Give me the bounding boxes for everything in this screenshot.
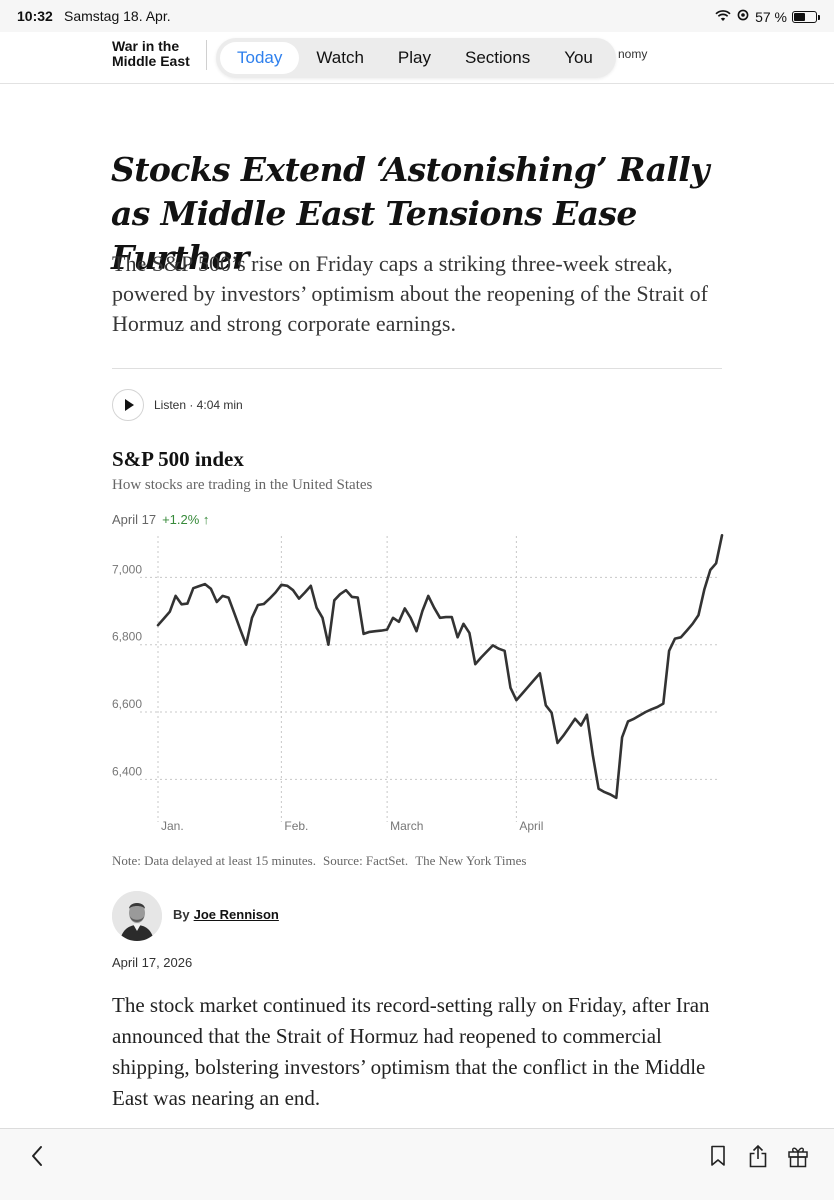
section-label[interactable]: War in the Middle East — [112, 38, 190, 69]
status-bar: 10:32 Samstag 18. Apr. 57 % — [0, 0, 834, 32]
chart-title: S&P 500 index — [112, 447, 244, 471]
article-body-paragraph: The stock market continued its record-se… — [112, 993, 710, 1110]
gift-icon[interactable] — [786, 1143, 810, 1169]
top-navigation: War in the Middle East Today Watch Play … — [0, 32, 834, 84]
article-summary: The S&P 500’s rise on Friday caps a stri… — [112, 251, 708, 336]
tab-sections[interactable]: Sections — [465, 48, 531, 67]
publication-date: April 17, 2026 — [112, 955, 193, 970]
chart-subtitle: How stocks are trading in the United Sta… — [112, 477, 373, 493]
chart-note: Note: Data delayed at least 15 minutes. S… — [112, 853, 533, 869]
status-time: 10:32 — [17, 8, 53, 24]
y-tick-label: 6,400 — [112, 764, 142, 778]
status-date: Samstag 18. Apr. — [64, 8, 171, 24]
bottom-toolbar — [0, 1128, 834, 1200]
share-icon[interactable] — [746, 1143, 770, 1169]
tab-play[interactable]: Play — [397, 48, 431, 67]
play-button[interactable] — [112, 389, 144, 421]
y-tick-label: 6,600 — [112, 697, 142, 711]
byline-prefix: By — [173, 907, 190, 922]
x-tick-label: April — [519, 819, 543, 833]
chart-latest-date: April 17 — [112, 512, 157, 527]
battery-percentage: 57 % — [755, 8, 787, 25]
y-tick-label: 7,000 — [112, 562, 142, 576]
author-avatar[interactable] — [112, 891, 162, 941]
focus-mode-icon — [736, 8, 750, 25]
chart-change: +1.2% ↑ — [162, 512, 210, 527]
byline: By Joe Rennison — [173, 907, 279, 922]
battery-icon — [792, 10, 820, 23]
chart-note-source: Source: FactSet. — [322, 853, 409, 868]
tab-you[interactable]: You — [564, 48, 593, 67]
summary-divider — [112, 368, 722, 369]
listen-label[interactable]: Listen · 4:04 min — [154, 398, 243, 412]
author-link[interactable]: Joe Rennison — [193, 907, 279, 922]
tab-watch[interactable]: Watch — [316, 48, 364, 67]
nav-divider — [206, 40, 207, 70]
status-right: 57 % — [715, 8, 820, 25]
listen-control[interactable]: Listen · 4:04 min — [112, 389, 243, 421]
sp500-series-line — [156, 534, 724, 800]
bookmark-icon[interactable] — [706, 1143, 730, 1169]
x-tick-label: Feb. — [284, 819, 308, 833]
chart-note-credit: The New York Times — [415, 853, 527, 868]
y-tick-label: 6,800 — [112, 630, 142, 644]
chart-latest: April 17 +1.2% ↑ — [112, 512, 209, 527]
nav-overflow-item[interactable]: nomy — [618, 47, 648, 61]
wifi-icon — [715, 9, 731, 25]
x-tick-label: March — [390, 819, 423, 833]
tab-today[interactable]: Today — [220, 42, 300, 74]
x-tick-label: Jan. — [161, 819, 184, 833]
article-headline: Stocks Extend ‘Astonishing’ Rally as Mid… — [111, 150, 709, 277]
sp500-line-chart: 7,000 6,800 6,600 6,400 Jan. Feb. March April — [112, 534, 724, 833]
nav-tab-bar: Today Watch Play Sections You — [216, 38, 616, 78]
back-chevron-icon[interactable] — [25, 1143, 49, 1169]
chart-note-delay: Note: Data delayed at least 15 minutes. — [112, 853, 316, 868]
play-icon — [125, 399, 134, 411]
